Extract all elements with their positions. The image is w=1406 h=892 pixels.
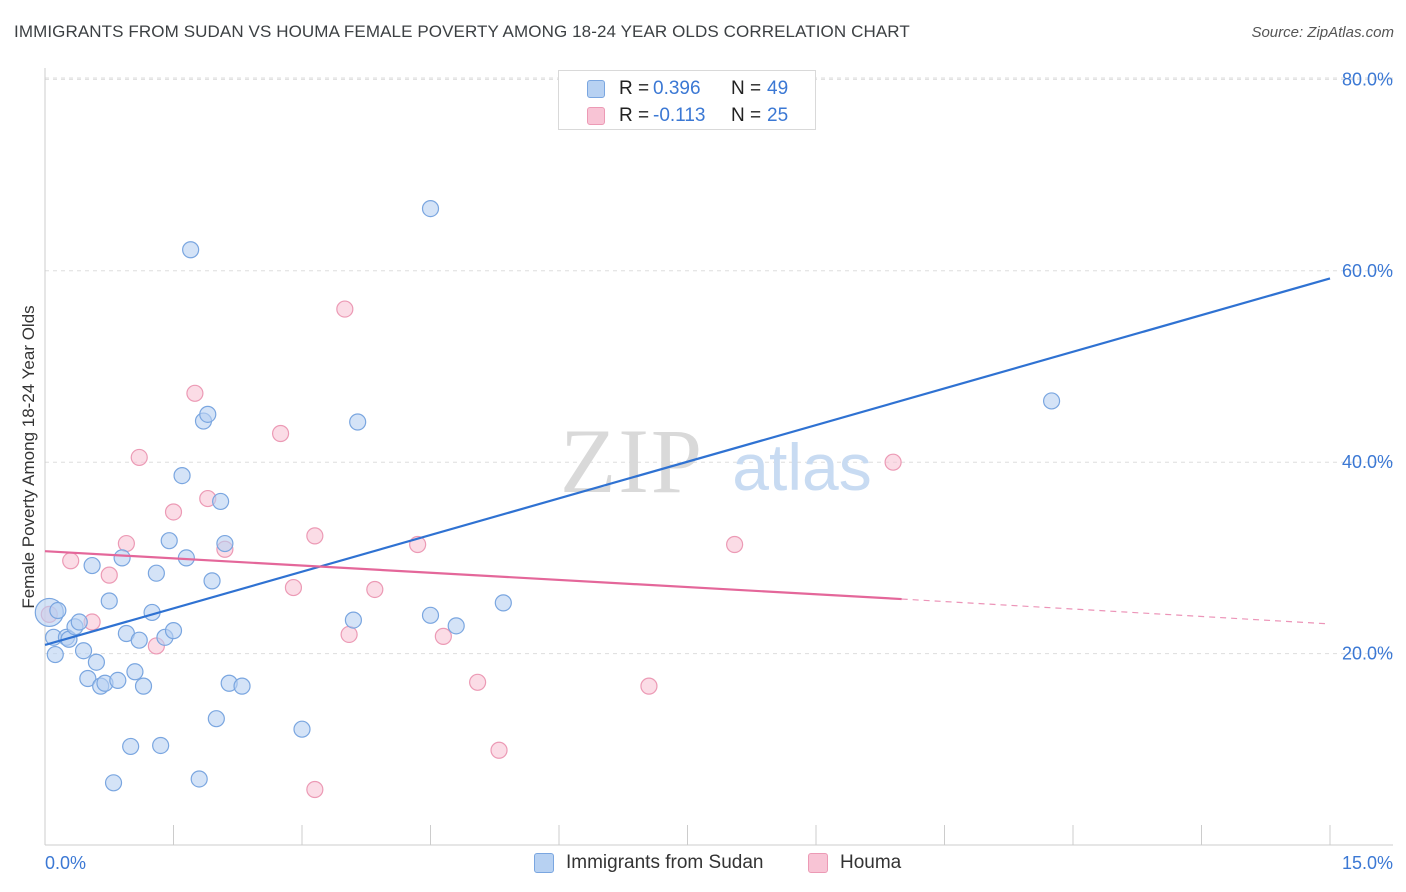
sudan-points [34,199,1061,792]
houma-legend-label: Houma [840,852,902,873]
houma-point [884,453,902,471]
sudan-legend-label: Immigrants from Sudan [566,852,764,873]
sudan-point [173,466,191,485]
sudan-point [421,606,440,624]
chart-title: IMMIGRANTS FROM SUDAN VS HOUMA FEMALE PO… [14,22,910,41]
sudan-point [130,631,148,649]
sudan-point [160,532,178,550]
source-label: Source: ZipAtlas.com [1251,24,1394,41]
sudan-point [447,617,465,635]
y-tick-label: 20.0% [1342,644,1393,664]
sudan-point [344,611,362,629]
trend-lines [44,277,1331,647]
sudan-point [199,405,217,423]
houma-trend-line [44,550,902,601]
sudan-trend-line [44,277,1331,647]
grid-lines [45,77,1393,655]
sudan-point [233,677,251,695]
watermark-atlas: atlas [732,430,871,504]
houma-point [100,566,118,584]
houma-point [306,780,324,799]
y-tick-label: 40.0% [1342,452,1393,472]
houma-point [726,535,744,554]
sudan-point [152,736,170,755]
houma-point [306,527,324,545]
r-label: R = [619,78,650,99]
sudan-point [164,622,183,640]
axes [44,68,1393,846]
sudan-legend-swatch [534,853,554,873]
sudan-point [494,594,512,612]
houma-point [366,580,384,599]
y-tick-label: 80.0% [1342,69,1393,89]
r-value: 0.396 [653,78,701,99]
sudan-point [421,199,440,218]
sudan-point [182,241,200,259]
sudan-point [87,653,106,671]
sudan-point [109,671,127,689]
houma-swatch [587,107,605,125]
tick-labels: 20.0% 40.0% 60.0% 80.0% 0.0% 15.0% [45,69,1393,873]
correlation-legend: R = 0.396 N = 49 R = -0.113 N = 25 [558,70,816,130]
houma-point [469,673,487,691]
x-tick-label-max: 15.0% [1342,853,1393,873]
n-value: 25 [767,105,789,126]
houma-point [284,578,303,597]
r-label: R = [619,105,650,126]
houma-legend-swatch [808,853,828,873]
sudan-point [104,774,123,792]
sudan-point [70,613,88,631]
sudan-point [79,669,97,688]
houma-points [40,300,902,799]
sudan-point [293,720,311,738]
sudan-point [190,770,208,788]
houma-point [130,448,148,467]
sudan-point [147,564,165,582]
sudan-point [212,492,230,511]
houma-point [340,625,358,644]
houma-point [271,424,290,443]
houma-point [640,677,658,695]
houma-trend-extension [901,598,1331,625]
sudan-swatch [587,80,605,98]
sudan-point [126,663,144,681]
houma-point [117,534,135,553]
sudan-point [207,710,225,728]
sudan-point [203,572,221,590]
watermark-zip: ZIP [560,410,704,512]
sudan-point [46,645,64,664]
houma-point [62,552,80,570]
houma-point [186,384,204,402]
n-label: N = [731,78,762,99]
sudan-point [83,556,101,575]
n-value: 49 [767,78,789,99]
houma-point [164,503,183,521]
r-value: -0.113 [653,105,706,126]
sudan-point [74,642,93,660]
sudan-point [122,737,140,756]
houma-point [490,741,508,759]
sudan-point [100,592,118,610]
n-label: N = [731,105,762,126]
sudan-point [349,413,367,431]
sudan-point [49,601,67,620]
sudan-point [113,549,131,567]
sudan-point [134,677,153,695]
x-tick-label-min: 0.0% [45,853,86,873]
sudan-point [1042,392,1061,410]
houma-point [336,300,354,318]
y-axis-label: Female Poverty Among 18-24 Year Olds [19,305,38,608]
y-tick-label: 60.0% [1342,261,1393,281]
sudan-point [216,534,234,553]
houma-point [434,627,452,645]
